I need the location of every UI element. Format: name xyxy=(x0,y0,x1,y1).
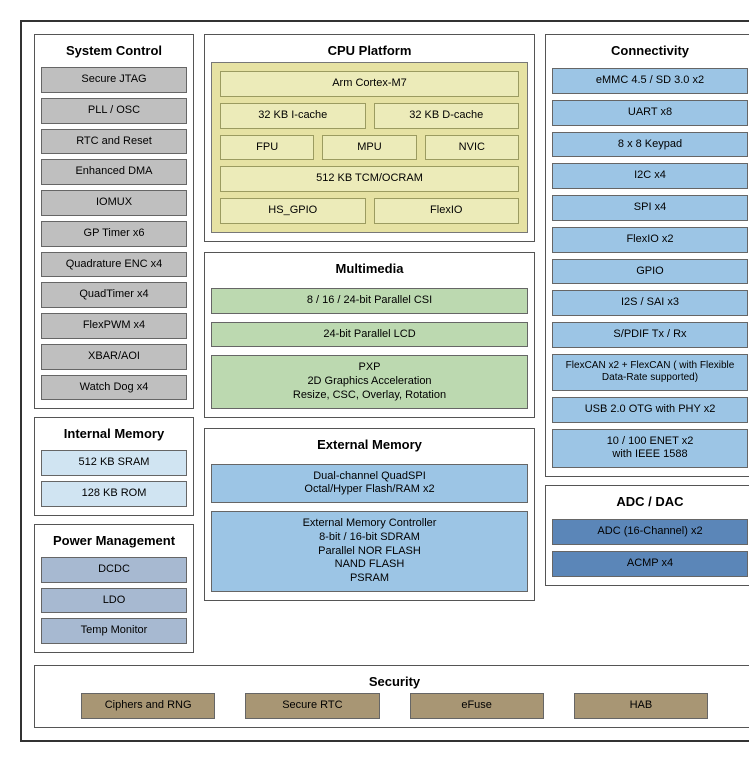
connectivity-section: Connectivity eMMC 4.5 / SD 3.0 x2 UART x… xyxy=(545,34,749,477)
middle-column: CPU Platform Arm Cortex-M7 32 KB I-cache… xyxy=(204,34,535,653)
connectivity-item: USB 2.0 OTG with PHY x2 xyxy=(552,397,748,423)
power-management-item: Temp Monitor xyxy=(41,618,187,644)
cpu-flexio: FlexIO xyxy=(374,198,520,224)
connectivity-item: UART x8 xyxy=(552,100,748,126)
cpu-platform-box: Arm Cortex-M7 32 KB I-cache 32 KB D-cach… xyxy=(211,62,528,233)
chip-block-diagram: System Control Secure JTAG PLL / OSC RTC… xyxy=(20,20,749,742)
multimedia-pxp-l1: PXP xyxy=(216,361,523,375)
ext-mem-qspi-l1: Dual-channel QuadSPI xyxy=(216,470,523,484)
system-control-item: Quadrature ENC x4 xyxy=(41,252,187,278)
multimedia-title: Multimedia xyxy=(211,259,528,280)
connectivity-item: I2C x4 xyxy=(552,163,748,189)
ext-mem-qspi: Dual-channel QuadSPI Octal/Hyper Flash/R… xyxy=(211,464,528,504)
connectivity-item: GPIO xyxy=(552,259,748,285)
connectivity-item: SPI x4 xyxy=(552,195,748,221)
security-title: Security xyxy=(41,672,748,693)
power-management-item: DCDC xyxy=(41,557,187,583)
system-control-item: IOMUX xyxy=(41,190,187,216)
ext-mem-qspi-l2: Octal/Hyper Flash/RAM x2 xyxy=(216,483,523,497)
cpu-dcache: 32 KB D-cache xyxy=(374,103,520,129)
multimedia-pxp-l3: Resize, CSC, Overlay, Rotation xyxy=(216,389,523,403)
cpu-mpu: MPU xyxy=(322,135,416,161)
system-control-item: XBAR/AOI xyxy=(41,344,187,370)
system-control-section: System Control Secure JTAG PLL / OSC RTC… xyxy=(34,34,194,409)
security-item: HAB xyxy=(574,693,708,719)
security-item: eFuse xyxy=(410,693,544,719)
system-control-item: Watch Dog x4 xyxy=(41,375,187,401)
cpu-platform-title: CPU Platform xyxy=(211,41,528,62)
ext-mem-ctrl-l5: PSRAM xyxy=(216,572,523,586)
cpu-icache: 32 KB I-cache xyxy=(220,103,366,129)
connectivity-item: FlexIO x2 xyxy=(552,227,748,253)
system-control-item: GP Timer x6 xyxy=(41,221,187,247)
system-control-title: System Control xyxy=(41,41,187,62)
multimedia-pxp-l2: 2D Graphics Acceleration xyxy=(216,375,523,389)
security-item: Ciphers and RNG xyxy=(81,693,215,719)
system-control-item: FlexPWM x4 xyxy=(41,313,187,339)
cpu-hs-gpio: HS_GPIO xyxy=(220,198,366,224)
external-memory-title: External Memory xyxy=(211,435,528,456)
multimedia-csi: 8 / 16 / 24-bit Parallel CSI xyxy=(211,288,528,314)
ext-mem-ctrl-l1: External Memory Controller xyxy=(216,517,523,531)
adc-dac-item: ADC (16-Channel) x2 xyxy=(552,519,748,545)
cpu-core: Arm Cortex-M7 xyxy=(220,71,519,97)
internal-memory-title: Internal Memory xyxy=(41,424,187,445)
connectivity-item: 10 / 100 ENET x2 with IEEE 1588 xyxy=(552,429,748,469)
power-management-title: Power Management xyxy=(41,531,187,552)
multimedia-pxp: PXP 2D Graphics Acceleration Resize, CSC… xyxy=(211,355,528,408)
system-control-item: RTC and Reset xyxy=(41,129,187,155)
security-item: Secure RTC xyxy=(245,693,379,719)
cpu-fpu: FPU xyxy=(220,135,314,161)
security-section: Security Ciphers and RNG Secure RTC eFus… xyxy=(34,665,749,728)
cpu-tcm: 512 KB TCM/OCRAM xyxy=(220,166,519,192)
connectivity-item: S/PDIF Tx / Rx xyxy=(552,322,748,348)
adc-dac-item: ACMP x4 xyxy=(552,551,748,577)
internal-memory-item: 128 KB ROM xyxy=(41,481,187,507)
connectivity-item: I2S / SAI x3 xyxy=(552,290,748,316)
system-control-item: Enhanced DMA xyxy=(41,159,187,185)
connectivity-title: Connectivity xyxy=(552,41,748,62)
top-row: System Control Secure JTAG PLL / OSC RTC… xyxy=(34,34,749,653)
power-management-section: Power Management DCDC LDO Temp Monitor xyxy=(34,524,194,653)
adc-dac-title: ADC / DAC xyxy=(552,492,748,513)
ext-mem-controller: External Memory Controller 8-bit / 16-bi… xyxy=(211,511,528,592)
adc-dac-section: ADC / DAC ADC (16-Channel) x2 ACMP x4 xyxy=(545,485,749,586)
ext-mem-ctrl-l3: Parallel NOR FLASH xyxy=(216,545,523,559)
ext-mem-ctrl-l2: 8-bit / 16-bit SDRAM xyxy=(216,531,523,545)
internal-memory-section: Internal Memory 512 KB SRAM 128 KB ROM xyxy=(34,417,194,516)
cpu-platform-section: CPU Platform Arm Cortex-M7 32 KB I-cache… xyxy=(204,34,535,242)
internal-memory-item: 512 KB SRAM xyxy=(41,450,187,476)
security-row: Ciphers and RNG Secure RTC eFuse HAB xyxy=(41,693,748,719)
connectivity-item: FlexCAN x2 + FlexCAN ( with Flexible Dat… xyxy=(552,354,748,391)
connectivity-item: 8 x 8 Keypad xyxy=(552,132,748,158)
right-column: Connectivity eMMC 4.5 / SD 3.0 x2 UART x… xyxy=(545,34,749,653)
multimedia-section: Multimedia 8 / 16 / 24-bit Parallel CSI … xyxy=(204,252,535,418)
system-control-item: PLL / OSC xyxy=(41,98,187,124)
connectivity-item: eMMC 4.5 / SD 3.0 x2 xyxy=(552,68,748,94)
power-management-item: LDO xyxy=(41,588,187,614)
system-control-item: QuadTimer x4 xyxy=(41,282,187,308)
system-control-item: Secure JTAG xyxy=(41,67,187,93)
cpu-nvic: NVIC xyxy=(425,135,519,161)
ext-mem-ctrl-l4: NAND FLASH xyxy=(216,558,523,572)
multimedia-lcd: 24-bit Parallel LCD xyxy=(211,322,528,348)
external-memory-section: External Memory Dual-channel QuadSPI Oct… xyxy=(204,428,535,601)
left-column: System Control Secure JTAG PLL / OSC RTC… xyxy=(34,34,194,653)
